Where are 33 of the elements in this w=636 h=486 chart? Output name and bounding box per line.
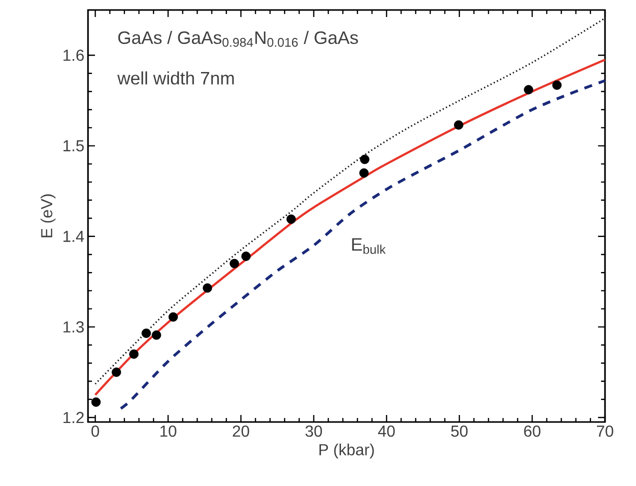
point xyxy=(152,330,162,340)
point xyxy=(360,154,370,164)
x-tick-label: 10 xyxy=(160,426,176,437)
y-tick-label: 1.5 xyxy=(64,140,84,152)
x-tick-label: 70 xyxy=(596,426,614,437)
annotation: well width 7nm xyxy=(117,71,234,85)
x-tick-label: 40 xyxy=(378,426,395,437)
x-tick-label: 50 xyxy=(451,426,468,437)
point xyxy=(359,168,369,178)
point xyxy=(241,252,251,261)
annotation: GaAs / GaAs$_{0.984}$N$_{0.016}$ / GaAs xyxy=(118,30,358,47)
point xyxy=(112,368,122,377)
x-axis-title: P (kbar) xyxy=(319,444,374,458)
y-axis-title: E (eV) xyxy=(40,194,56,238)
point xyxy=(230,258,240,268)
x-tick-label: 20 xyxy=(232,426,250,437)
point xyxy=(524,84,534,94)
point xyxy=(142,328,151,338)
annotation: E$_{bulk}$ xyxy=(352,238,386,254)
point xyxy=(454,120,464,130)
point xyxy=(91,397,101,407)
point xyxy=(286,214,296,224)
x-tick-label: 0 xyxy=(91,426,100,437)
y-tick-label: 1.6 xyxy=(64,50,84,61)
point xyxy=(202,283,212,293)
x-tick-label: 30 xyxy=(305,426,322,437)
point xyxy=(168,312,178,322)
y-tick-label: 1.3 xyxy=(64,321,84,333)
x-tick-label: 60 xyxy=(524,426,540,437)
point xyxy=(552,80,562,90)
y-tick-label: 1.2 xyxy=(64,412,84,424)
y-tick-label: 1.4 xyxy=(64,230,84,242)
point xyxy=(129,349,139,359)
